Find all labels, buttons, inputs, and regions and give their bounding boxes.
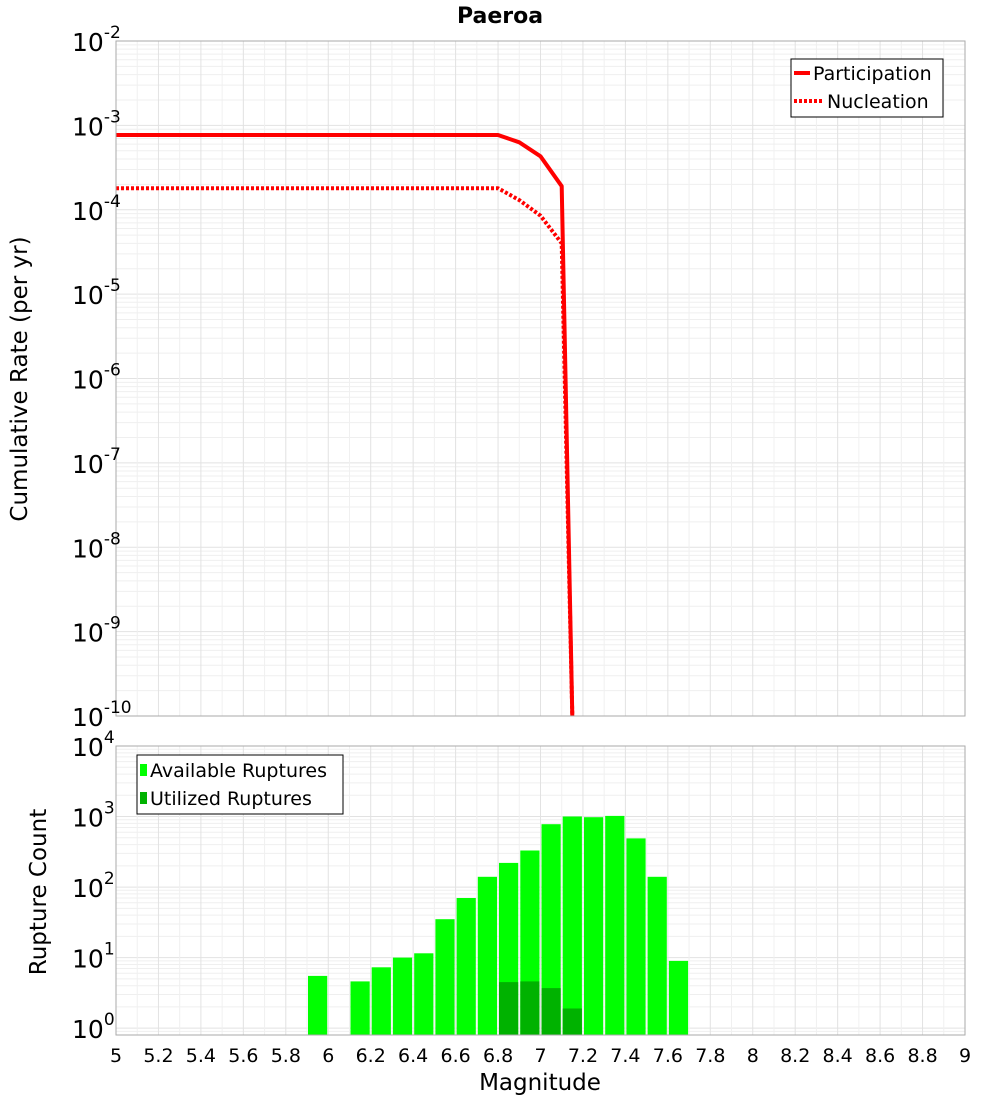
rate-panel: 10-2 10-3 10-4 10-5 10-6 10-7 10-8 10-9 10-10 Cu… [7,23,966,732]
x-tick-label: 6.4 [398,1045,428,1067]
count-legend-box [136,754,344,815]
x-tick-label: 7.4 [610,1045,640,1067]
legend-utilized-swatch [140,792,147,804]
utilized-ruptures-bar [562,1008,582,1035]
rate-legend-box [790,58,944,118]
available-ruptures-bar [541,824,561,1035]
available-ruptures-bar [562,816,582,1035]
x-tick-label: 5.6 [228,1045,258,1067]
count-y-tick-label: 101 [72,940,115,974]
count-y-axis-label: Rupture Count [26,809,52,975]
available-ruptures-bar [456,898,476,1035]
participation-line [116,133,575,717]
rate-plot-frame [115,40,966,717]
count-y-ticks: 104 103 102 101 100 [72,728,115,1044]
x-tick-label: 8 [747,1045,759,1067]
available-ruptures-bar [371,967,391,1035]
rate-y-tick-label: 10-4 [72,192,121,226]
available-ruptures-bar [626,838,646,1035]
rate-y-tick-label: 10-10 [72,698,132,732]
x-tick-label: 5 [110,1045,122,1067]
available-ruptures-bar [605,815,625,1035]
available-ruptures-bar [647,876,667,1035]
x-tick-label: 5.2 [143,1045,173,1067]
x-tick-label: 9 [959,1045,971,1067]
available-ruptures-bar [584,817,604,1035]
rate-y-tick-label: 10-5 [72,276,121,310]
x-tick-label: 7.8 [695,1045,725,1067]
x-tick-label: 6.2 [356,1045,386,1067]
count-x-ticks: 5 5.2 5.4 5.6 5.8 6 6.2 6.4 6.6 6.8 7 7.2 7.4 7.6 7.8 8… [110,1045,971,1067]
legend-utilized-label: Utilized Ruptures [150,788,312,810]
rate-y-tick-label: 10-6 [72,361,121,395]
rate-y-ticks: 10-2 10-3 10-4 10-5 10-6 10-7 10-8 10-9 10-10 [72,23,132,732]
rate-legend: Participation Nucleation [790,58,944,118]
x-tick-label: 8.4 [823,1045,853,1067]
count-legend: Available Ruptures Utilized Ruptures [136,754,344,815]
rate-y-tick-label: 10-9 [72,614,121,648]
count-plot-frame [115,745,966,1036]
x-tick-label: 6.8 [483,1045,513,1067]
x-tick-label: 7.2 [568,1045,598,1067]
count-panel: 104 103 102 101 100 5 5.2 5.4 5.6 5.8 6 6.2 6.4 6.6 6… [26,728,971,1096]
count-y-tick-label: 100 [72,1010,115,1044]
x-tick-label: 6.6 [440,1045,470,1067]
utilized-ruptures-bar [520,981,540,1035]
x-tick-label: 6 [322,1045,334,1067]
rate-grid [115,41,966,717]
x-axis-label: Magnitude [479,1070,601,1096]
rate-y-tick-label: 10-3 [72,107,121,141]
chart-title: Paeroa [457,4,543,29]
x-tick-label: 5.4 [186,1045,216,1067]
count-y-tick-label: 102 [72,869,115,903]
x-tick-label: 8.6 [865,1045,895,1067]
legend-available-label: Available Ruptures [150,760,327,782]
count-bars [308,815,689,1035]
rate-y-axis-label: Cumulative Rate (per yr) [7,236,33,521]
available-ruptures-bar [414,953,434,1035]
available-ruptures-bar [477,876,497,1035]
rate-series [116,133,575,717]
x-tick-label: 8.8 [907,1045,937,1067]
legend-available-swatch [140,764,147,776]
x-tick-label: 7.6 [653,1045,683,1067]
available-ruptures-bar [350,981,370,1035]
legend-nucleation-label: Nucleation [827,91,929,113]
nucleation-line [116,186,575,717]
utilized-ruptures-bar [541,988,561,1035]
available-ruptures-bar [435,919,455,1035]
rate-y-tick-label: 10-2 [72,23,121,57]
x-tick-label: 5.8 [271,1045,301,1067]
count-y-tick-label: 104 [72,728,115,762]
available-ruptures-bar [392,957,413,1035]
x-tick-label: 7 [534,1045,546,1067]
rate-y-tick-label: 10-7 [72,445,121,479]
count-y-tick-label: 103 [72,799,115,833]
available-ruptures-bar [308,975,328,1035]
x-tick-label: 8.2 [780,1045,810,1067]
utilized-ruptures-bar [499,982,519,1035]
legend-participation-label: Participation [813,63,932,85]
available-ruptures-bar [668,960,689,1035]
rate-y-tick-label: 10-8 [72,529,121,563]
